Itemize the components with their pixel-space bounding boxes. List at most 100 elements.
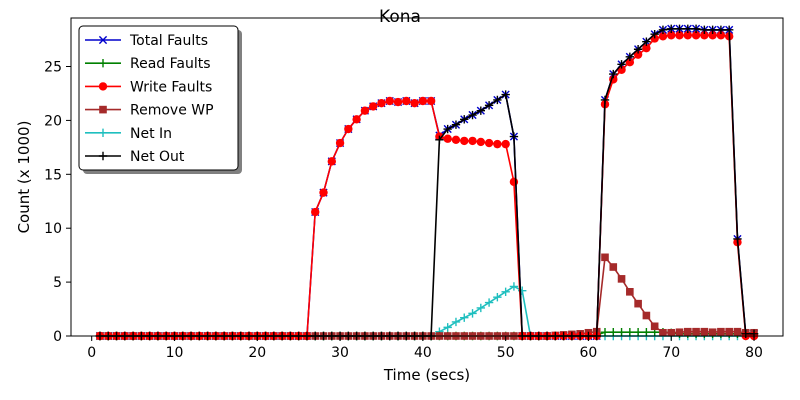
data-point-write-faults: [509, 177, 519, 187]
data-point-net-out: [724, 25, 734, 35]
data-point-net-out: [509, 132, 519, 141]
data-point-write-faults: [443, 134, 452, 143]
data-point-remove-wp: [609, 263, 618, 271]
data-point-write-faults: [708, 31, 717, 40]
data-point-net-out: [451, 120, 461, 129]
plot-frame: [70, 17, 784, 337]
data-point-write-faults: [418, 96, 428, 106]
data-point-remove-wp: [692, 327, 700, 336]
legend-marker: [98, 59, 108, 68]
legend-entry-read-faults: Read Faults: [85, 56, 211, 72]
data-point-write-faults: [327, 157, 336, 166]
legend-label: Net In: [130, 126, 172, 142]
x-tick-label: 40: [414, 345, 432, 361]
legend-marker: [98, 128, 108, 137]
data-point-write-faults: [402, 96, 411, 106]
data-point-write-faults: [352, 115, 361, 124]
data-point-net-out: [501, 90, 510, 99]
data-point-remove-wp: [617, 275, 626, 283]
data-point-net-out: [617, 60, 626, 69]
data-point-net-out: [435, 135, 444, 145]
data-point-remove-wp: [634, 299, 642, 308]
legend-label: Read Faults: [130, 56, 211, 72]
data-point-net-in: [501, 287, 510, 297]
data-point-write-faults: [683, 31, 692, 40]
data-point-write-faults: [451, 135, 461, 145]
legend-label: Net Out: [130, 149, 185, 165]
data-point-write-faults: [484, 138, 494, 148]
data-point-net-in: [484, 298, 494, 307]
data-point-net-in: [509, 282, 519, 291]
data-point-write-faults: [501, 139, 510, 149]
legend-entry-net-out: Net Out: [85, 149, 185, 165]
data-point-net-out: [683, 24, 692, 33]
legend-entry-net-in: Net In: [85, 126, 172, 142]
y-tick-label: 20: [44, 113, 62, 129]
data-point-net-out: [675, 24, 684, 33]
data-point-write-faults: [344, 124, 353, 134]
data-point-write-faults: [368, 102, 378, 111]
data-point-net-out: [716, 25, 726, 35]
legend-entry-remove-wp: Remove WP: [85, 103, 214, 119]
y-tick-label: 10: [44, 221, 62, 237]
x-axis: 0 10 20 30 40 50 60 70 80: [87, 336, 763, 361]
data-point-net-out: [600, 95, 610, 105]
data-point-write-faults: [385, 96, 394, 106]
data-point-net-out: [650, 29, 659, 39]
legend-marker: [98, 151, 108, 161]
data-point-write-faults: [360, 106, 370, 115]
data-point-net-in: [476, 303, 486, 313]
data-point-net-out: [476, 106, 486, 115]
x-tick-label: 70: [662, 345, 680, 361]
data-point-remove-wp: [717, 327, 725, 336]
data-point-net-out: [700, 25, 709, 35]
data-point-remove-wp: [708, 328, 717, 337]
data-point-write-faults: [311, 207, 320, 217]
x-tick-label: 0: [87, 345, 96, 361]
data-point-net-out: [468, 110, 477, 120]
data-point-net-in: [451, 317, 461, 327]
data-point-write-faults: [493, 139, 502, 149]
x-tick-label: 50: [497, 345, 515, 361]
legend-box: [78, 25, 239, 171]
y-tick-label: 15: [44, 167, 62, 183]
data-point-net-in: [468, 309, 477, 318]
data-point-write-faults: [691, 31, 701, 40]
data-point-write-faults: [377, 98, 386, 108]
data-point-read-faults: [642, 328, 651, 337]
data-point-net-out: [658, 25, 668, 35]
data-point-net-out: [633, 45, 643, 54]
data-point-read-faults: [617, 328, 626, 337]
data-point-write-faults: [642, 43, 651, 53]
legend-label: Remove WP: [130, 103, 214, 119]
data-point-write-faults: [426, 96, 436, 106]
data-point-remove-wp: [650, 322, 659, 331]
data-point-remove-wp: [601, 253, 609, 262]
y-axis-title: Count (x 1000): [15, 121, 33, 234]
data-point-remove-wp: [667, 328, 676, 337]
data-point-net-out: [493, 95, 502, 105]
legend-marker: [98, 82, 108, 91]
data-point-net-out: [691, 24, 701, 33]
legend-label: Total Faults: [129, 33, 208, 49]
data-point-write-faults: [700, 31, 709, 40]
legend-entry-total-faults: Total Faults: [85, 33, 208, 49]
x-tick-label: 80: [745, 345, 763, 361]
data-point-net-out: [708, 25, 717, 35]
y-axis: 0 5 10 15 20 25: [44, 60, 71, 345]
data-point-write-faults: [410, 98, 419, 108]
x-tick-label: 20: [248, 345, 266, 361]
data-point-net-out: [741, 329, 750, 339]
data-point-remove-wp: [683, 327, 692, 336]
data-point-read-faults: [600, 328, 610, 337]
data-point-remove-wp: [725, 327, 733, 336]
data-point-remove-wp: [626, 288, 634, 296]
data-point-write-faults: [335, 138, 345, 148]
data-point-write-faults: [658, 32, 668, 41]
data-point-remove-wp: [733, 327, 742, 336]
legend-items: Total Faults Read Faults Write Faults Remov…: [85, 33, 214, 165]
y-tick-label: 5: [53, 275, 62, 291]
data-point-net-in: [443, 323, 452, 332]
data-point-remove-wp: [700, 327, 709, 336]
data-point-write-faults: [393, 97, 403, 107]
